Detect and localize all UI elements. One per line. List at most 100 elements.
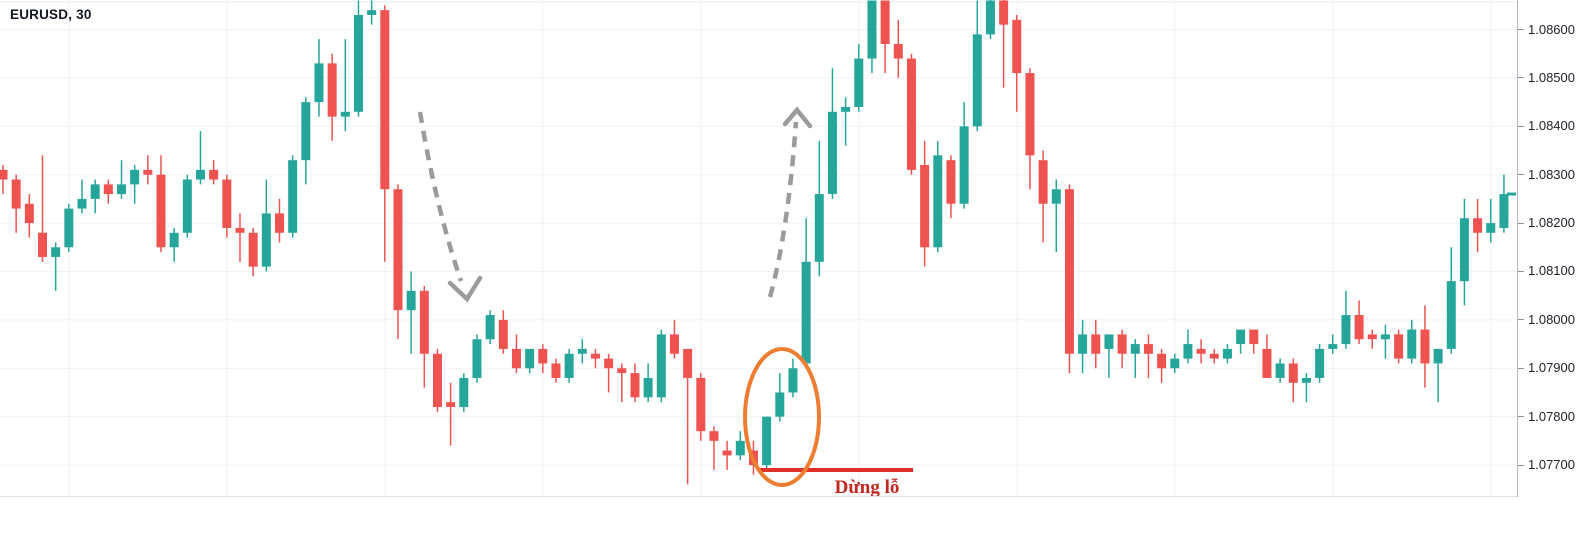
- candle-bullish: [340, 111, 350, 117]
- candle-bullish: [827, 111, 837, 195]
- candle-bearish: [248, 232, 258, 267]
- candle-bearish: [946, 160, 956, 204]
- candle-bearish: [0, 169, 8, 180]
- candle-bullish: [1236, 329, 1246, 345]
- candle-bullish: [1486, 223, 1496, 233]
- chart-plot-area[interactable]: EURUSD, 30 Dừng lỗ: [0, 0, 1517, 553]
- candle-bearish: [1420, 329, 1430, 364]
- candle-bullish: [1446, 281, 1456, 349]
- candle-bearish: [419, 290, 429, 354]
- candle-bearish: [235, 227, 245, 233]
- candle-bearish: [11, 179, 21, 209]
- candle-bullish: [1275, 363, 1285, 378]
- candle-bullish: [353, 15, 363, 112]
- candle-bullish: [301, 102, 311, 161]
- candle-bullish: [959, 126, 969, 204]
- candle-bullish: [314, 63, 324, 103]
- candle-bearish: [209, 169, 219, 180]
- price-axis-label: 1.08200: [1528, 215, 1575, 231]
- price-axis-label: 1.07800: [1528, 408, 1575, 424]
- candle-bearish: [498, 319, 508, 349]
- candle-bearish: [696, 377, 706, 432]
- candle-bullish: [182, 179, 192, 233]
- price-axis-tick: [1518, 367, 1524, 369]
- candle-bearish: [1288, 363, 1298, 383]
- candle-bullish: [459, 377, 469, 407]
- candle-bullish: [933, 155, 943, 248]
- candle-bearish: [380, 10, 390, 190]
- candle-bullish: [1328, 344, 1338, 349]
- candle-bearish: [683, 348, 693, 378]
- price-axis-tick: [1518, 29, 1524, 31]
- candle-bearish: [893, 44, 903, 59]
- candle-bearish: [1209, 353, 1219, 359]
- price-axis-label: 1.08100: [1528, 263, 1575, 279]
- candle-bullish: [1104, 334, 1114, 349]
- candle-bearish: [432, 353, 442, 407]
- candle-bullish: [1459, 218, 1469, 282]
- candle-bearish: [143, 169, 153, 175]
- candle-bearish: [1157, 353, 1167, 369]
- candle-bearish: [1262, 348, 1272, 378]
- candle-bullish: [1407, 329, 1417, 359]
- candle-bullish: [841, 106, 851, 112]
- price-axis-tick: [1518, 125, 1524, 127]
- candle-bullish: [1222, 348, 1232, 359]
- candle-bullish: [762, 416, 772, 466]
- candle-bullish: [985, 0, 995, 35]
- candle-bullish: [643, 377, 653, 398]
- price-axis[interactable]: 1.08600 1.08500 1.08400 1.08300 1.08200 1.081…: [1517, 0, 1582, 497]
- price-axis-tick: [1518, 464, 1524, 466]
- grid-layer: [0, 0, 1517, 497]
- candle-bearish: [103, 184, 113, 195]
- candle-bearish: [1249, 329, 1259, 345]
- candle-bullish: [367, 10, 377, 16]
- candle-bearish: [393, 189, 403, 311]
- price-axis-label: 1.08500: [1528, 69, 1575, 85]
- entry-zone-ellipse: [743, 347, 821, 487]
- up-trend-arrow: [767, 121, 799, 298]
- price-axis-tick: [1518, 77, 1524, 79]
- candle-bearish: [1394, 334, 1404, 359]
- candle-bullish: [1433, 348, 1443, 364]
- price-axis-tick: [1518, 222, 1524, 224]
- price-axis-tick: [1518, 270, 1524, 272]
- candle-bearish: [511, 348, 521, 369]
- candle-bullish: [485, 315, 495, 340]
- candle-bullish: [406, 290, 416, 311]
- candle-bearish: [538, 348, 548, 364]
- price-axis-label: 1.08300: [1528, 166, 1575, 182]
- candle-bearish: [1012, 19, 1022, 74]
- candle-bullish: [77, 198, 87, 209]
- plot-svg: [0, 0, 1517, 497]
- candle-bullish: [801, 261, 811, 364]
- candle-bearish: [1196, 348, 1206, 354]
- annotations-layer: [417, 106, 913, 487]
- candle-bearish: [709, 431, 719, 441]
- price-axis-label: 1.08000: [1528, 311, 1575, 327]
- candle-bearish: [24, 203, 34, 224]
- candle-bullish: [116, 184, 126, 195]
- candle-bullish: [195, 169, 205, 180]
- candle-bullish: [854, 58, 864, 107]
- pane-bottom-border: [0, 496, 1517, 497]
- price-axis-label: 1.08400: [1528, 118, 1575, 134]
- price-axis-tick: [1518, 416, 1524, 418]
- candle-bearish: [1117, 334, 1127, 354]
- candle-bearish: [722, 450, 732, 456]
- candle-bullish: [90, 184, 100, 199]
- candle-bearish: [906, 58, 916, 170]
- price-axis-label: 1.08600: [1528, 21, 1575, 37]
- candle-bearish: [551, 363, 561, 378]
- candle-bearish: [1038, 160, 1048, 204]
- candle-bearish: [590, 353, 600, 359]
- candle-bullish: [1170, 358, 1180, 369]
- candle-bullish: [867, 0, 877, 59]
- candle-bearish: [920, 165, 930, 248]
- candle-bullish: [775, 392, 785, 417]
- candle-bearish: [1367, 334, 1377, 340]
- candle-bearish: [1354, 315, 1364, 340]
- candle-bullish: [814, 194, 824, 262]
- candle-bullish: [1130, 344, 1140, 354]
